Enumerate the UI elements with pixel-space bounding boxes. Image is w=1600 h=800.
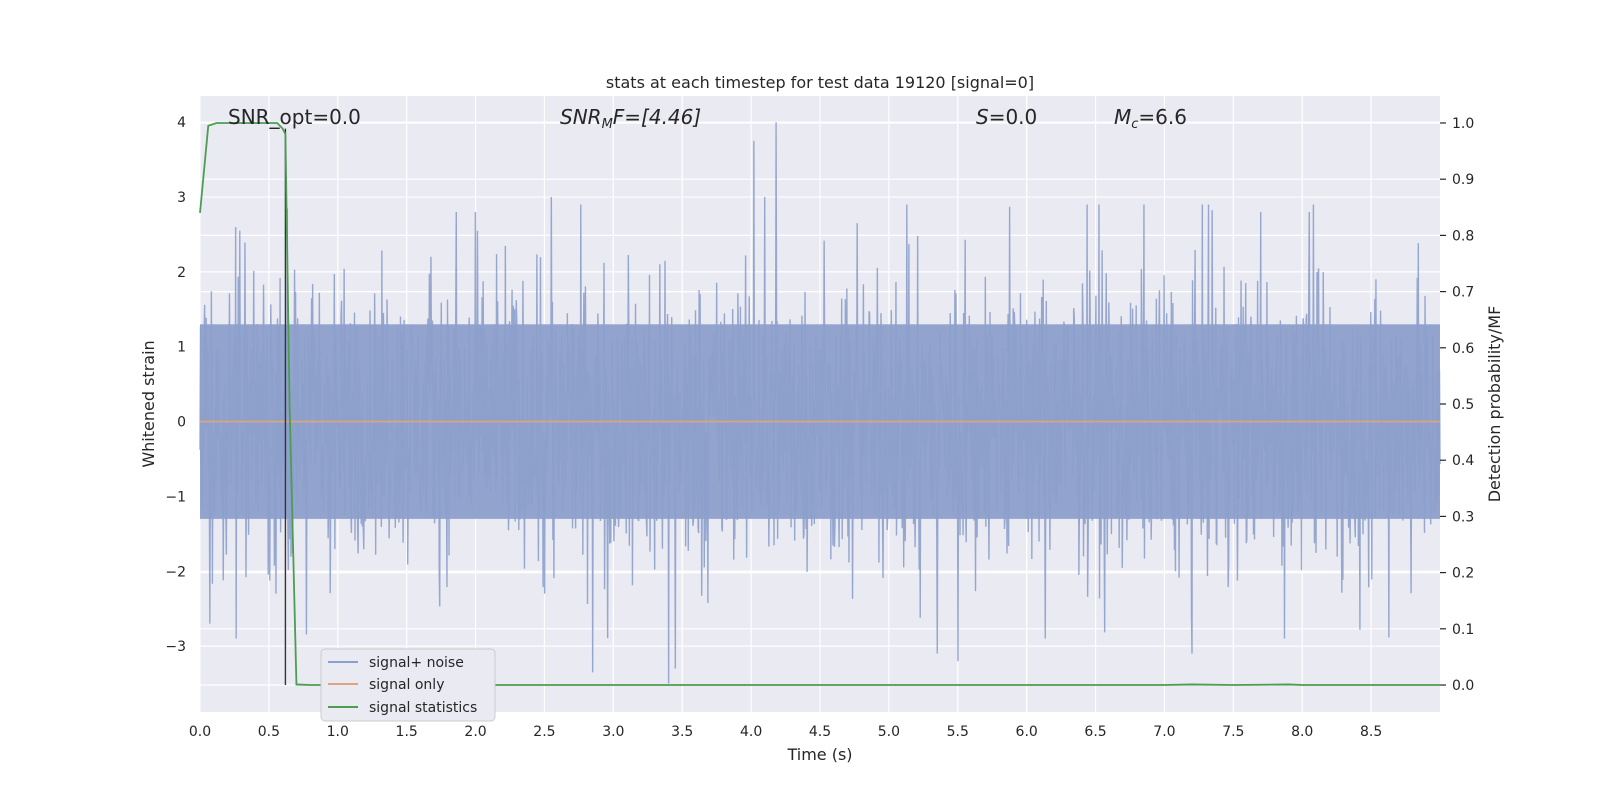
annotation-snr-mf-label: SNR — [560, 105, 602, 129]
annotation-mc-sub: c — [1131, 117, 1138, 132]
annotation-snr-mf: SNRMF=[4.46] — [560, 105, 701, 132]
noise-line — [199, 122, 1441, 684]
annotation-s-value: =0.0 — [989, 105, 1038, 129]
x-tick-label: 4.0 — [740, 724, 762, 740]
y2-tick-label: 0.0 — [1452, 678, 1474, 694]
annotation-snr-opt: SNR_opt=0.0 — [228, 105, 361, 129]
y-tick-label: −1 — [165, 489, 186, 505]
x-tick-label: 7.0 — [1153, 724, 1175, 740]
x-tick-label: 1.5 — [396, 724, 418, 740]
x-tick-label: 8.0 — [1291, 724, 1313, 740]
y-tick-label: −2 — [165, 564, 186, 580]
y2-tick-label: 0.6 — [1452, 341, 1474, 357]
signal-statistics-line — [199, 122, 1440, 686]
y-axis-ticks: −3 −2 −1 0 1 2 3 4 — [165, 115, 186, 655]
x-tick-label: 6.5 — [1084, 724, 1106, 740]
x-tick-label: 7.5 — [1222, 724, 1244, 740]
x-tick-label: 2.0 — [464, 724, 486, 740]
annotation-s-label: S — [976, 105, 989, 129]
y-tick-label: 3 — [177, 190, 186, 206]
x-tick-label: 3.5 — [671, 724, 693, 740]
legend-label-noise: signal+ noise — [369, 655, 464, 671]
annotation-s: S=0.0 — [976, 105, 1037, 129]
y2-tick-label: 0.7 — [1452, 285, 1474, 301]
y2-tick-label: 0.5 — [1452, 397, 1474, 413]
y-tick-label: −3 — [165, 639, 186, 655]
y-axis-label: Whitened strain — [139, 340, 158, 467]
x-tick-label: 4.5 — [809, 724, 831, 740]
y-tick-label: 4 — [177, 115, 186, 131]
x-tick-label: 3.0 — [602, 724, 624, 740]
x-tick-label: 8.5 — [1360, 724, 1382, 740]
y2-tick-label: 0.8 — [1452, 228, 1474, 244]
legend-label-stats: signal statistics — [369, 700, 477, 716]
x-axis-label: Time (s) — [786, 745, 852, 764]
annotation-mc-label: M — [1114, 105, 1131, 129]
annotation-mc-value: =6.6 — [1138, 105, 1187, 129]
y2-tick-label: 0.3 — [1452, 509, 1474, 525]
x-tick-label: 5.5 — [947, 724, 969, 740]
y2-tick-label: 0.9 — [1452, 172, 1474, 188]
y2-tick-label: 0.1 — [1452, 622, 1474, 638]
y-tick-label: 2 — [177, 265, 186, 281]
y2-tick-label: 0.2 — [1452, 566, 1474, 582]
y2-axis-label: Detection probability/MF — [1485, 306, 1504, 503]
x-axis-ticks: 0.0 0.5 1.0 1.5 2.0 2.5 3.0 3.5 4.0 4.5 5.0 5.5 6.0 6… — [189, 724, 1382, 740]
x-tick-label: 0.5 — [258, 724, 280, 740]
chart-title: stats at each timestep for test data 191… — [606, 73, 1034, 92]
x-tick-label: 1.0 — [327, 724, 349, 740]
annotation-mc: Mc=6.6 — [1114, 105, 1187, 132]
legend-box — [320, 648, 496, 722]
x-tick-label: 0.0 — [189, 724, 211, 740]
y-tick-label: 0 — [177, 415, 186, 431]
y2-tick-label: 0.4 — [1452, 453, 1474, 469]
x-tick-label: 2.5 — [533, 724, 555, 740]
annotation-snr-mf-sub: M — [602, 117, 613, 132]
y2-tick-label: 1.0 — [1452, 116, 1474, 132]
x-tick-label: 5.0 — [878, 724, 900, 740]
legend: signal+ noise signal only signal statist… — [320, 648, 496, 722]
x-tick-label: 6.0 — [1016, 724, 1038, 740]
y-tick-label: 1 — [177, 340, 186, 356]
annotation-snr-mf-suffix: F=[4.46] — [613, 105, 701, 129]
legend-label-signal: signal only — [369, 677, 444, 693]
y2-axis-ticks: 0.0 0.1 0.2 0.3 0.4 0.5 0.6 0.7 0.8 0.9 1.0 — [1440, 116, 1474, 694]
signal-statistics-series — [199, 122, 1440, 686]
